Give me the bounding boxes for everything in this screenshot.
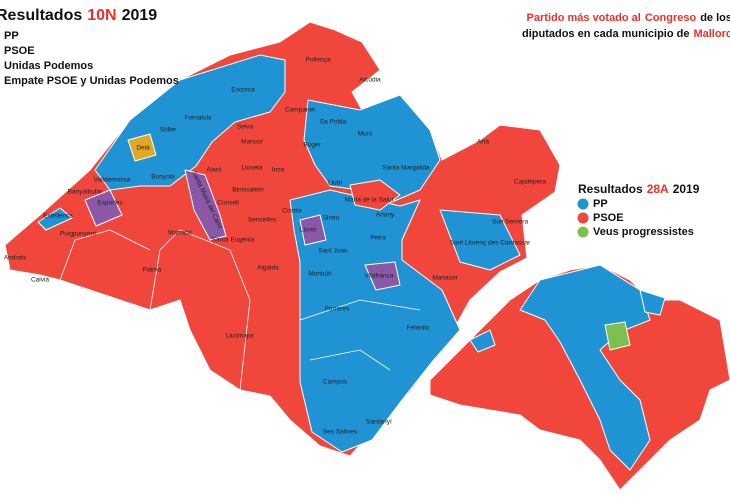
legend-label: Veus progressistes <box>593 226 694 238</box>
municipality-label: Lloret <box>300 227 316 234</box>
legend-10n: PP PSOE Unidas Podemos Empate PSOE y Unidas… <box>4 30 179 87</box>
border <box>309 349 391 371</box>
municipality-label: Manacor <box>432 275 458 282</box>
municipality-label: Bunyola <box>151 174 175 181</box>
municipality-label: Ses Salines <box>323 429 358 436</box>
municipality-label: Santa Eugènia <box>212 237 255 244</box>
municipality-label: Porreres <box>325 306 351 313</box>
legend-label: PP <box>4 30 19 42</box>
border <box>59 229 151 281</box>
border <box>299 299 421 321</box>
heading-line: Partido más votado al Congreso de los <box>527 12 730 24</box>
region-up <box>364 261 401 291</box>
region-up <box>84 189 123 227</box>
heading-part: Mallorca <box>693 28 730 40</box>
municipality-label: Puigpunyent <box>60 231 96 238</box>
municipality-label: Calvià <box>31 277 49 284</box>
municipality-label: Alcúdia <box>359 77 381 84</box>
region-up <box>299 214 327 246</box>
municipality-label: Andratx <box>4 255 27 262</box>
municipality-label: Estellencs <box>43 213 73 220</box>
municipality-label: Búger <box>303 142 321 149</box>
title-part: 2019 <box>673 182 700 196</box>
municipality-label: Palma <box>143 267 162 274</box>
title-part: 28A <box>647 182 669 196</box>
municipality-label: Santanyí <box>366 419 392 426</box>
heading-line: diputados en cada municipio de Mallorca <box>522 28 730 40</box>
legend-swatch <box>577 226 589 238</box>
municipality-label: Capdepera <box>514 179 547 186</box>
municipality-label: Santa Margalida <box>382 165 430 172</box>
municipality-label: Vilafranca <box>365 273 394 280</box>
municipality-label: Muro <box>358 131 373 138</box>
heading-part: de los <box>700 12 730 24</box>
municipality-label: Alaró <box>206 167 222 174</box>
municipality-label: Sant Llorenç des Cardassar <box>450 240 531 247</box>
municipality-label: Selva <box>237 124 254 131</box>
municipality-label: Sencelles <box>248 217 277 224</box>
municipality-label: Lloseta <box>242 165 263 172</box>
region-pp <box>639 289 666 316</box>
municipality-label: Ariany <box>376 212 395 219</box>
small-map <box>429 264 730 491</box>
municipality-label: Escorca <box>231 87 255 94</box>
legend-label: Empate PSOE y Unidas Podemos <box>4 75 179 87</box>
municipality-label: Llucmajor <box>226 333 255 340</box>
legend-label: PSOE <box>593 212 624 224</box>
municipality-label: Petra <box>370 235 386 242</box>
municipality-label: Consell <box>217 200 239 207</box>
municipality-label: Maria de la Salut <box>345 197 394 204</box>
municipality-label: Son Servera <box>492 219 529 226</box>
municipality-label: Banyalbufar <box>68 189 104 196</box>
municipality-label: Sóller <box>160 127 177 134</box>
municipality-label: Sa Pobla <box>320 119 347 126</box>
main-map <box>4 21 561 457</box>
region-pp <box>37 207 73 231</box>
legend-label: PP <box>593 198 608 210</box>
border <box>149 229 251 391</box>
region-tie <box>127 133 157 162</box>
heading-part: Partido más votado al <box>527 12 641 24</box>
region-veus <box>604 321 631 351</box>
municipality-label: Sineu <box>323 215 340 222</box>
title-part: 2019 <box>122 7 158 24</box>
legend-title: Resultados 10N 2019 <box>0 7 157 24</box>
municipality-label: Sant Joan <box>318 248 348 255</box>
region-psoe <box>349 179 401 211</box>
legend-label: PSOE <box>4 45 35 57</box>
title-part: 10N <box>87 7 116 24</box>
region-pp <box>303 94 441 203</box>
legend-swatch <box>577 198 589 210</box>
title-part: Resultados <box>578 182 643 196</box>
region-pp <box>439 209 521 271</box>
municipality-label: Mancor <box>241 139 264 146</box>
region-pp <box>469 329 496 353</box>
municipality-label: Artà <box>477 139 489 146</box>
municipality-label: Costitx <box>282 208 303 215</box>
heading-part: Congreso <box>645 12 697 24</box>
municipality-label: Binissalem <box>232 187 263 194</box>
legend-title: Resultados 28A 2019 <box>578 182 700 196</box>
municipality-label: Inca <box>272 167 285 174</box>
municipality-label: Pollença <box>306 57 331 64</box>
title-part: Resultados <box>0 7 82 24</box>
legend-28a: PP PSOE Veus progressistes <box>577 198 694 238</box>
municipality-label: Campanet <box>285 107 315 114</box>
municipality-label: Llubí <box>328 180 342 187</box>
municipality-label: Montuïri <box>308 271 331 278</box>
region-pp <box>289 189 461 453</box>
region-up <box>184 169 227 241</box>
municipality-label: Felanitx <box>407 325 431 332</box>
legend-label: Unidas Podemos <box>4 60 93 72</box>
municipality-label: Marratxí <box>168 230 192 237</box>
legend-swatch <box>577 212 589 224</box>
municipality-label: Campos <box>323 379 348 386</box>
municipality-label: Esporles <box>97 200 123 207</box>
municipality-label: Fornalutx <box>184 115 212 122</box>
municipality-label: Valldemossa <box>94 177 131 184</box>
municipality-label: Algaida <box>257 265 279 272</box>
heading-part: diputados en cada municipio de <box>522 28 689 40</box>
municipality-label: Deià <box>136 145 150 152</box>
